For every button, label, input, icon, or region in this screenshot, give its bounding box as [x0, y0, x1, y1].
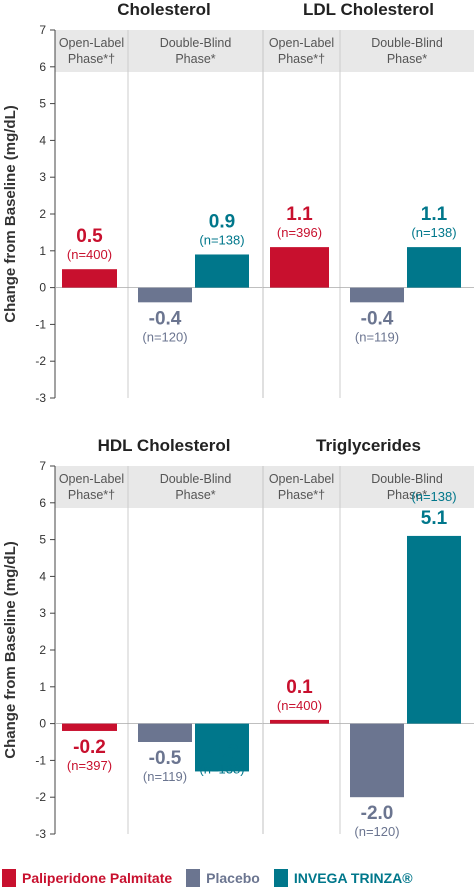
- panel-1-y-tick-label: 3: [39, 170, 46, 184]
- panel-4-bar-placebo-value-label: -2.0: [361, 803, 394, 824]
- panel-4-phase-label-1: Open-Label Phase*†: [269, 472, 334, 502]
- panel-3-bar-paliperidone-palmitate-value-label: -0.2: [73, 737, 106, 758]
- panel-4-bar-paliperidone-palmitate-value-label: 0.1: [286, 677, 313, 698]
- legend-swatch-paliperidone: [2, 869, 16, 887]
- panel-1-phase-label-1: Open-Label Phase*†: [59, 36, 124, 66]
- panel-1-bar-paliperidone-palmitate-value-label: 0.5: [76, 226, 103, 247]
- panel-3-phase-band: [55, 466, 263, 508]
- panel-3-title: HDL Cholesterol: [98, 436, 231, 455]
- panel-4-bar-placebo-n-label: (n=120): [354, 824, 399, 839]
- panel-3-bar-invega-trinza-value-label: -1.3: [206, 742, 239, 763]
- panel-2-phase-band: [263, 30, 474, 72]
- panel-3-y-tick-label: -2: [35, 790, 46, 804]
- panel-3-y-tick-label: 1: [39, 680, 46, 694]
- panel-1-bar-invega-trinza-value-label: 0.9: [209, 211, 235, 232]
- panel-3-y-axis-label: Change from Baseline (mg/dL): [2, 541, 19, 759]
- panel-4-bar-paliperidone-palmitate-n-label: (n=400): [277, 698, 322, 713]
- panel-1-y-tick-label: -2: [35, 354, 46, 368]
- panel-1-y-axis-label: Change from Baseline (mg/dL): [2, 105, 19, 323]
- panel-4-bar-invega-trinza-n-label: (n=138): [411, 489, 456, 504]
- chart-area: Open-Label Phase*† Double-Blind Phase* Chole…: [2, 0, 474, 841]
- panel-3-bar-placebo-value-label: -0.5: [149, 748, 182, 769]
- panel-4-bar-placebo: [350, 723, 404, 798]
- panel-2-bar-invega-trinza: [407, 247, 461, 288]
- legend-swatch-placebo: [186, 869, 201, 887]
- panel-3-y-tick-label: -3: [35, 827, 46, 841]
- panel-3-phase-label-2: Double-Blind Phase*: [160, 472, 232, 502]
- panel-1-bar-paliperidone-palmitate: [62, 269, 117, 288]
- panel-1-title: Cholesterol: [117, 0, 211, 19]
- panel-2-phase-label-1: Open-Label Phase*†: [269, 36, 334, 66]
- panel-3-bar-invega-trinza-n-label: (n=138): [199, 762, 244, 777]
- panel-3-y-tick-label: 6: [39, 496, 46, 510]
- panel-3-y-tick-label: 2: [39, 643, 46, 657]
- panel-1-bar-placebo-value-label: -0.4: [149, 308, 182, 329]
- panel-2-bar-paliperidone-palmitate-n-label: (n=396): [277, 225, 322, 240]
- legend-item-paliperidone: Paliperidone Palmitate: [2, 869, 172, 887]
- panel-1-y-tick-label: 1: [39, 244, 46, 258]
- legend-item-placebo: Placebo: [186, 869, 260, 887]
- panel-2-bar-paliperidone-palmitate: [270, 247, 329, 288]
- panel-1-bar-invega-trinza-n-label: (n=138): [199, 232, 244, 247]
- panel-4-title: Triglycerides: [316, 436, 421, 455]
- panel-1-y-tick-label: 5: [39, 97, 46, 111]
- panel-3-bar-placebo-n-label: (n=119): [143, 769, 187, 784]
- panel-1-phase-band: [55, 30, 263, 72]
- panel-1-y-tick-label: -3: [35, 391, 46, 405]
- panel-3-y-tick-label: 5: [39, 533, 46, 547]
- legend-label-invega-trinza: INVEGA TRINZA®: [293, 870, 413, 886]
- panel-1-bar-paliperidone-palmitate-n-label: (n=400): [67, 247, 112, 262]
- panel-4-bar-invega-trinza: [407, 535, 461, 724]
- panel-1-y-tick-label: 7: [39, 23, 46, 37]
- legend: Paliperidone Palmitate Placebo INVEGA TR…: [0, 866, 474, 890]
- panel-4-bar-invega-trinza-value-label: 5.1: [421, 508, 448, 529]
- panel-1-y-tick-label: 2: [39, 207, 46, 221]
- panel-2-bar-placebo: [350, 287, 404, 303]
- panel-2-phase-label-2: Double-Blind Phase*: [371, 36, 443, 66]
- panel-3-y-tick-label: 4: [39, 569, 46, 583]
- panel-1-bar-placebo-n-label: (n=120): [142, 329, 187, 344]
- panel-1-y-tick-label: -1: [35, 317, 46, 331]
- panel-2-bar-paliperidone-palmitate-value-label: 1.1: [286, 204, 313, 225]
- panel-3-bar-invega-trinza: [195, 723, 249, 772]
- panel-2-title: LDL Cholesterol: [303, 0, 434, 19]
- legend-swatch-invega-trinza: [273, 869, 288, 887]
- panel-4-phase-label-2: Double-Blind Phase*: [371, 472, 443, 502]
- panel-2-bar-invega-trinza-n-label: (n=138): [411, 225, 456, 240]
- panel-3-bar-paliperidone-palmitate-n-label: (n=397): [67, 758, 112, 773]
- panel-1-phase-label-2: Double-Blind Phase*: [160, 36, 232, 66]
- legend-label-placebo: Placebo: [206, 870, 260, 886]
- panel-3-y-tick-label: 7: [39, 459, 46, 473]
- panel-4-bar-paliperidone-palmitate: [270, 719, 329, 724]
- panel-1-bar-placebo: [138, 287, 192, 303]
- panel-2-bar-invega-trinza-value-label: 1.1: [421, 204, 448, 225]
- panel-1-y-tick-label: 4: [39, 133, 46, 147]
- panel-3-phase-label-1: Open-Label Phase*†: [59, 472, 124, 502]
- panel-1-y-tick-label: 0: [39, 281, 46, 295]
- legend-label-paliperidone: Paliperidone Palmitate: [22, 870, 173, 886]
- panel-2-bar-placebo-n-label: (n=119): [355, 329, 399, 344]
- panel-3-y-tick-label: 0: [39, 717, 46, 731]
- panel-1-y-tick-label: 6: [39, 60, 46, 74]
- panel-4-phase-band: [263, 466, 474, 508]
- panel-3-bar-paliperidone-palmitate: [62, 723, 117, 731]
- panel-2-bar-placebo-value-label: -0.4: [361, 308, 394, 329]
- panel-3-y-tick-label: 3: [39, 606, 46, 620]
- panel-1-bar-invega-trinza: [195, 254, 249, 288]
- legend-item-invega-trinza: INVEGA TRINZA®: [273, 869, 413, 887]
- panel-3-bar-placebo: [138, 723, 192, 742]
- panel-3-y-tick-label: -1: [35, 753, 46, 767]
